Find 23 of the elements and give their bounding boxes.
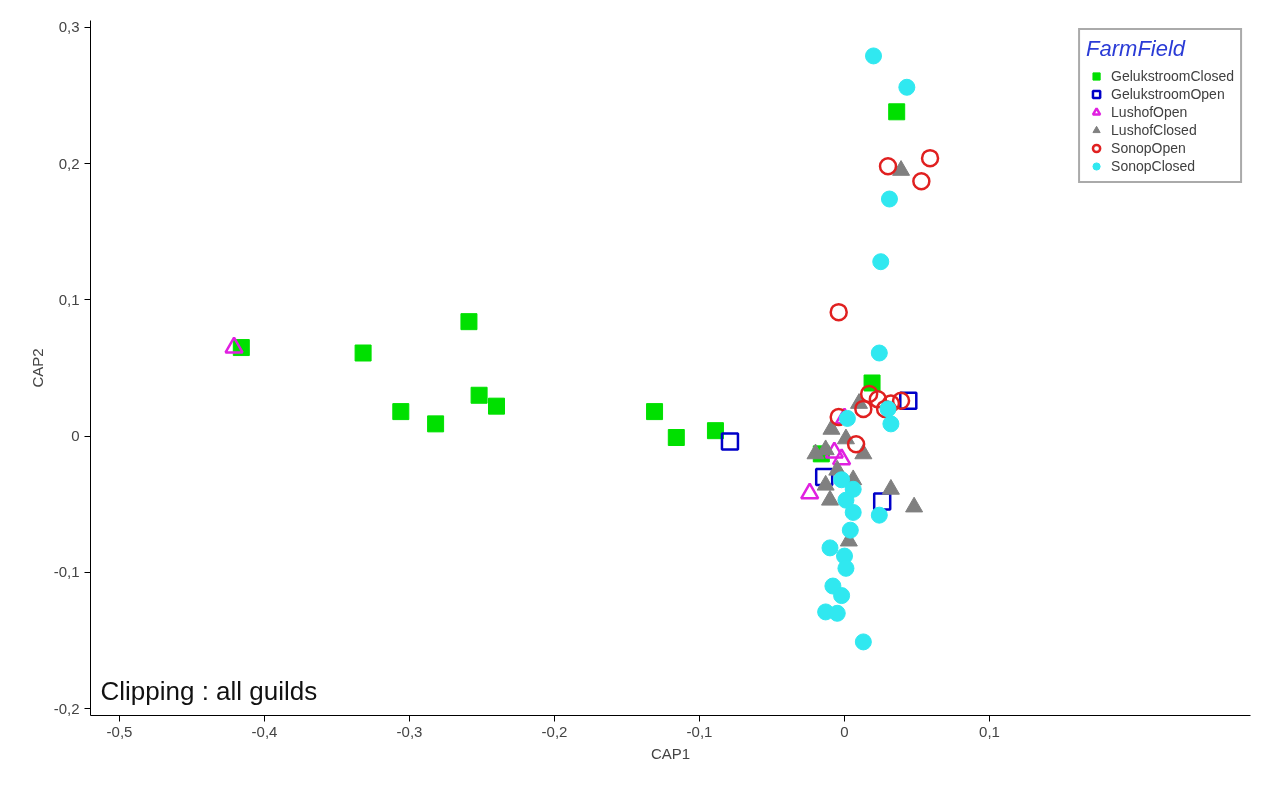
- y-tick-label: 0,3: [58, 18, 80, 36]
- x-tick-label: -0,2: [541, 722, 568, 740]
- y-tick-label: 0,1: [58, 290, 80, 308]
- y-axis-title: CAP2: [28, 348, 46, 388]
- x-tick-label: -0,3: [396, 722, 423, 740]
- legend-title: FarmField: [1086, 36, 1187, 62]
- annotation: Clipping : all guilds: [100, 675, 318, 706]
- y-tick-label: 0,2: [58, 154, 80, 172]
- legend-label: GelukstroomClosed: [1111, 67, 1234, 85]
- legend-label: GelukstroomOpen: [1111, 85, 1225, 103]
- x-tick-label: -0,1: [686, 722, 713, 740]
- y-tick-label: -0,1: [53, 563, 80, 581]
- x-tick-label: 0: [840, 722, 849, 740]
- x-axis-title: CAP1: [650, 744, 691, 762]
- legend-label: LushofOpen: [1111, 103, 1188, 121]
- x-tick-label: -0,4: [251, 722, 278, 740]
- x-tick-label: 0,1: [979, 722, 1000, 740]
- x-tick-label: -0,5: [106, 722, 133, 740]
- y-tick-label: 0: [71, 427, 80, 445]
- legend-label: SonopClosed: [1111, 157, 1196, 175]
- legend-label: LushofClosed: [1111, 121, 1197, 139]
- legend-label: SonopOpen: [1111, 139, 1186, 157]
- y-tick-label: -0,2: [53, 699, 80, 717]
